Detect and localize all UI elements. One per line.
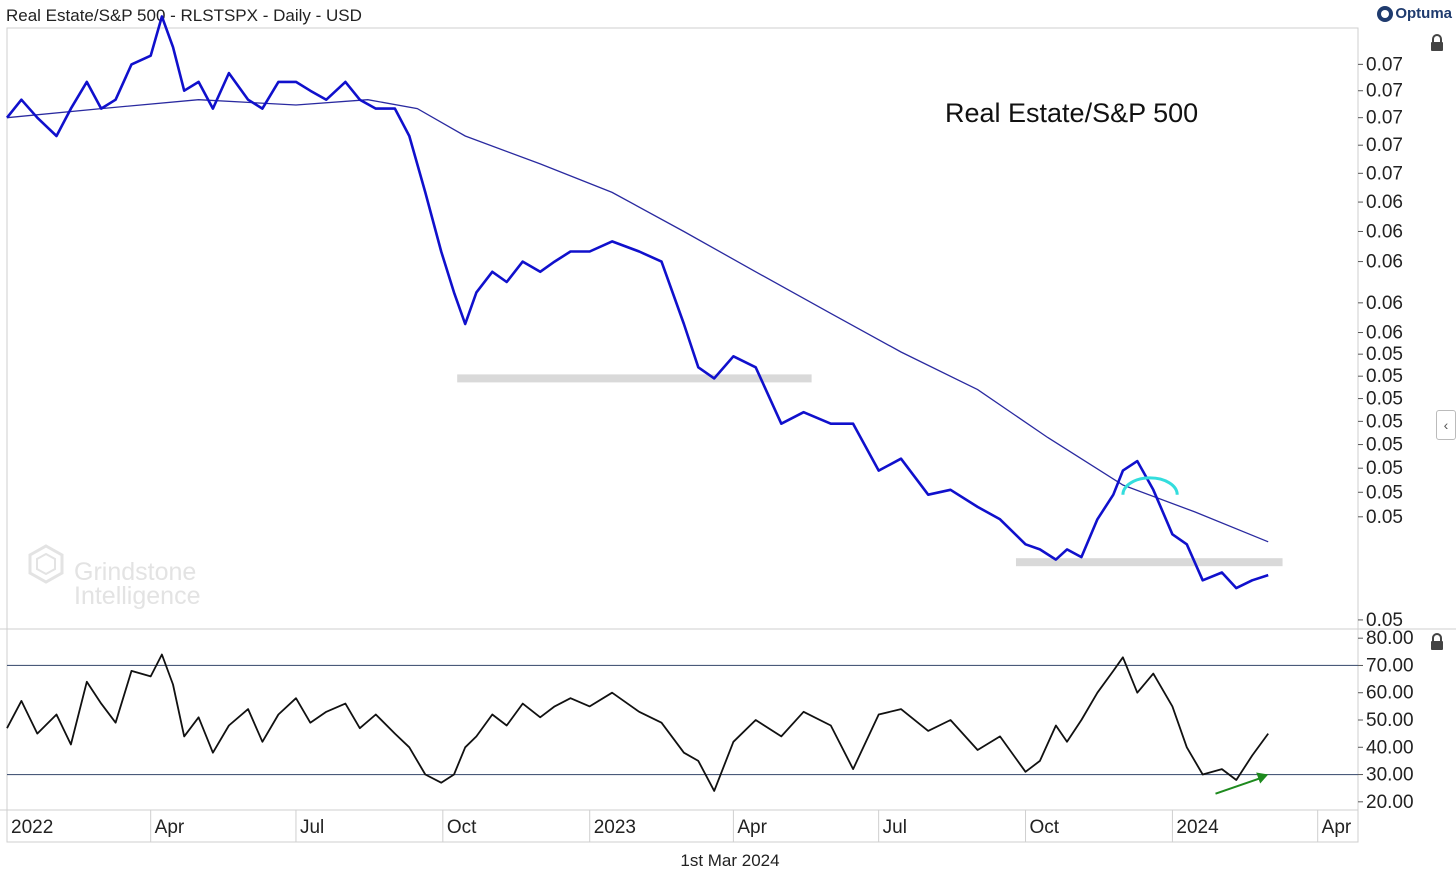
grindstone-hex-icon (28, 544, 64, 584)
lock-icon-lower-pane[interactable] (1428, 633, 1446, 651)
x-tick-label: 2023 (594, 817, 636, 838)
y-tick-label: 0.05 (1366, 458, 1403, 479)
collapse-panel-button[interactable]: ‹ (1436, 410, 1456, 440)
rsi-line (6, 653, 1269, 792)
y-tick-label: 0.06 (1366, 221, 1403, 242)
divergence-arrow-head (1256, 772, 1269, 784)
x-tick-label: Apr (1322, 817, 1352, 838)
divergence-arrow (1215, 776, 1263, 795)
rsi-y-tick-label: 20.00 (1366, 792, 1414, 813)
x-tick-label: 2022 (11, 817, 53, 838)
y-tick-label: 0.07 (1366, 54, 1403, 75)
rsi-y-tick-label: 50.00 (1366, 710, 1414, 731)
x-tick-label: Jul (300, 817, 324, 838)
chart-title: Real Estate/S&P 500 (945, 98, 1198, 128)
x-tick-label: Oct (1030, 817, 1060, 838)
y-tick-label: 0.05 (1366, 435, 1403, 456)
chart-title-bar: Real Estate/S&P 500 - RLSTSPX - Daily - … (6, 6, 362, 25)
lock-icon-main-pane[interactable] (1428, 34, 1446, 52)
x-tick-label: Apr (737, 817, 767, 838)
y-tick-label: 0.07 (1366, 108, 1403, 129)
x-tick-label: Oct (447, 817, 477, 838)
y-tick-label: 0.05 (1366, 366, 1403, 387)
ratio-price-line (5, 15, 1269, 590)
rsi-y-tick-label: 70.00 (1366, 655, 1414, 676)
y-tick-label: 0.05 (1366, 344, 1403, 365)
watermark-line1: Grindstone (74, 558, 197, 586)
y-tick-label: 0.07 (1366, 81, 1403, 102)
support-band (1015, 558, 1283, 567)
brand-logo: Optuma (1377, 5, 1452, 22)
y-tick-label: 0.06 (1366, 293, 1403, 314)
x-tick-label: 2024 (1176, 817, 1219, 838)
x-tick-label: Jul (883, 817, 907, 838)
y-tick-label: 0.07 (1366, 135, 1403, 156)
y-tick-label: 0.07 (1366, 163, 1403, 184)
moving-average-line (6, 99, 1269, 543)
rsi-y-tick-label: 60.00 (1366, 683, 1414, 704)
rsi-y-tick-label: 30.00 (1366, 765, 1414, 786)
y-tick-label: 0.06 (1366, 192, 1403, 213)
y-tick-label: 0.05 (1366, 610, 1403, 631)
y-tick-label: 0.05 (1366, 389, 1403, 410)
y-tick-label: 0.06 (1366, 323, 1403, 344)
support-band (457, 374, 812, 383)
top-arc-annotation (1121, 476, 1179, 495)
x-tick-label: Apr (155, 817, 185, 838)
brand-name: Optuma (1395, 5, 1452, 22)
watermark-line2: Intelligence (74, 582, 201, 610)
y-tick-label: 0.05 (1366, 507, 1403, 528)
y-tick-label: 0.05 (1366, 411, 1403, 432)
chart-frame (6, 27, 1359, 843)
optuma-logo-icon (1377, 5, 1394, 22)
rsi-y-tick-label: 40.00 (1366, 737, 1414, 758)
y-tick-label: 0.06 (1366, 252, 1403, 273)
footer-date: 1st Mar 2024 (680, 851, 780, 870)
rsi-y-tick-label: 80.00 (1366, 628, 1414, 649)
y-tick-label: 0.05 (1366, 482, 1403, 503)
